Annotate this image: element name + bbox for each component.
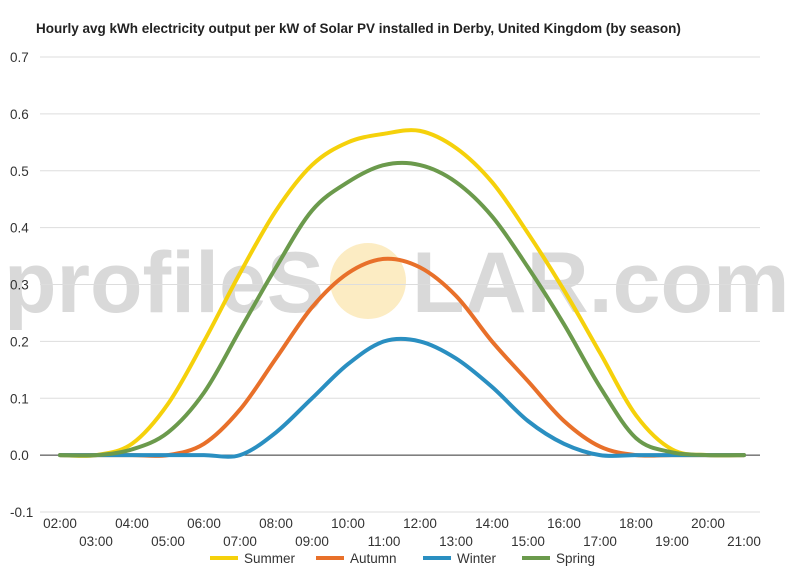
legend-label-spring[interactable]: Spring — [556, 551, 595, 566]
x-tick-label: 04:00 — [115, 516, 149, 531]
x-tick-label: 18:00 — [619, 516, 653, 531]
y-axis: -0.1 0.0 0.1 0.2 0.3 0.4 0.5 0.6 0.7 — [10, 50, 33, 520]
x-tick-label: 12:00 — [403, 516, 437, 531]
watermark-text-right: LAR.com — [412, 235, 789, 331]
x-tick-label: 14:00 — [475, 516, 509, 531]
y-tick-label: -0.1 — [10, 505, 33, 520]
x-tick-label: 15:00 — [511, 534, 545, 549]
x-tick-label: 20:00 — [691, 516, 725, 531]
series-line-spring — [58, 160, 746, 458]
y-tick-label: 0.7 — [10, 50, 29, 65]
watermark: profileS LAR.com — [4, 235, 789, 331]
legend-label-autumn[interactable]: Autumn — [350, 551, 397, 566]
legend: Summer Autumn Winter Spring — [210, 551, 595, 566]
y-tick-label: 0.2 — [10, 334, 29, 349]
y-tick-label: 0.3 — [10, 278, 29, 293]
legend-label-winter[interactable]: Winter — [457, 551, 497, 566]
x-tick-label: 11:00 — [368, 534, 401, 549]
watermark-text-left: profileS — [4, 235, 324, 331]
x-tick-label: 09:00 — [295, 534, 329, 549]
x-tick-label: 06:00 — [187, 516, 221, 531]
x-tick-label: 21:00 — [727, 534, 761, 549]
series-line-winter — [58, 336, 746, 459]
series-lines — [58, 128, 746, 459]
x-tick-label: 02:00 — [43, 516, 77, 531]
chart-title: Hourly avg kWh electricity output per kW… — [36, 21, 681, 36]
x-tick-label: 19:00 — [655, 534, 689, 549]
x-tick-label: 07:00 — [223, 534, 257, 549]
x-axis: 02:0003:0004:0005:0006:0007:0008:0009:00… — [43, 516, 761, 549]
x-tick-label: 10:00 — [331, 516, 365, 531]
y-tick-label: 0.6 — [10, 107, 29, 122]
legend-label-summer[interactable]: Summer — [244, 551, 296, 566]
series-line-summer — [58, 128, 746, 458]
y-tick-label: 0.0 — [10, 448, 29, 463]
watermark-sun-icon — [330, 243, 406, 319]
x-tick-label: 16:00 — [547, 516, 581, 531]
x-tick-label: 13:00 — [439, 534, 473, 549]
y-tick-label: 0.5 — [10, 164, 29, 179]
x-tick-label: 17:00 — [583, 534, 617, 549]
y-tick-label: 0.4 — [10, 221, 29, 236]
x-tick-label: 05:00 — [151, 534, 185, 549]
x-tick-label: 03:00 — [79, 534, 113, 549]
y-tick-label: 0.1 — [10, 391, 29, 406]
x-tick-label: 08:00 — [259, 516, 293, 531]
